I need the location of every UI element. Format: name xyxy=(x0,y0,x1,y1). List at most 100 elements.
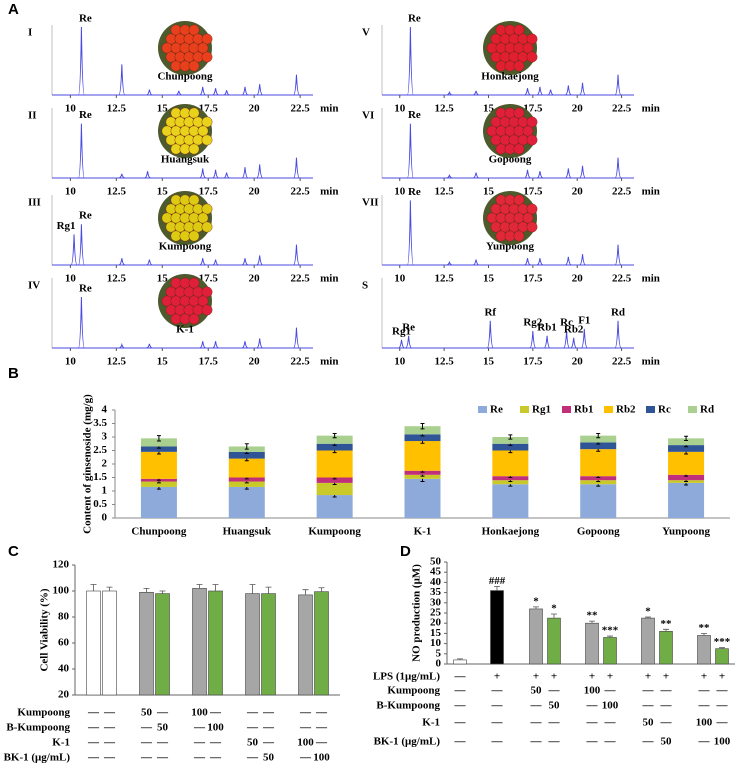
peak xyxy=(212,259,219,266)
peak xyxy=(406,200,414,266)
peak xyxy=(77,26,85,96)
treatment-cell: + xyxy=(589,671,595,683)
berry xyxy=(188,24,200,36)
bar-segment xyxy=(668,451,705,475)
x-tick-label: 15 xyxy=(483,103,495,115)
x-tick-label: 12.5 xyxy=(107,273,127,285)
x-tick-label: 20 xyxy=(572,273,584,285)
berry xyxy=(513,60,525,72)
chromatogram-id: III xyxy=(28,197,41,209)
x-tick-label: 22.5 xyxy=(612,103,632,115)
error-bar xyxy=(645,616,651,619)
peak xyxy=(614,244,622,266)
treatment-cell: 50 xyxy=(247,737,259,749)
x-unit: min xyxy=(642,356,660,368)
peak xyxy=(547,89,554,96)
x-tick-label: 12.5 xyxy=(434,273,454,285)
error-bar xyxy=(596,432,601,439)
bar-segment xyxy=(404,426,441,435)
error-bar xyxy=(719,647,725,649)
significance-label: ** xyxy=(587,610,599,622)
peak-label: Re xyxy=(408,186,421,198)
y-tick-label: 50 xyxy=(430,556,442,568)
peak xyxy=(524,88,531,96)
peak-label: Rf xyxy=(484,306,496,318)
peak xyxy=(406,123,414,179)
treatment-cell: — xyxy=(491,700,504,712)
x-tick-label: 10 xyxy=(65,103,77,115)
peak xyxy=(472,90,480,96)
treatment-cell: — xyxy=(87,707,100,719)
peak xyxy=(199,341,206,349)
error-bar xyxy=(701,633,707,636)
treatment-cell: — xyxy=(156,707,169,719)
x-tick-label: 20 xyxy=(249,103,261,115)
significance-label: ### xyxy=(489,575,506,587)
peak xyxy=(241,341,249,349)
peak xyxy=(118,173,125,179)
bar xyxy=(490,590,504,665)
bar-segment xyxy=(492,437,529,444)
x-tick-label: 12.5 xyxy=(107,356,127,368)
peak xyxy=(223,172,230,179)
peak xyxy=(212,169,219,179)
x-tick-label: 10 xyxy=(65,186,77,198)
treatment-cell: — xyxy=(530,717,543,729)
peak xyxy=(565,168,572,179)
x-tick-label: 10 xyxy=(65,273,77,285)
treatment-cell: — xyxy=(299,752,312,764)
bar-segment xyxy=(316,482,353,496)
bar-segment xyxy=(316,477,353,483)
treatment-cell: — xyxy=(87,737,100,749)
legend-swatch xyxy=(478,406,487,413)
berry xyxy=(513,24,525,36)
treatment-cell: — xyxy=(604,717,617,729)
peak xyxy=(241,86,249,96)
error-bar xyxy=(494,586,500,591)
error-bar xyxy=(302,589,309,595)
peak xyxy=(118,342,125,349)
berry xyxy=(513,143,525,155)
treatment-cell: + xyxy=(551,671,557,683)
treatment-cell: — xyxy=(530,700,543,712)
x-tick-label: Chunpoong xyxy=(131,526,187,538)
error-bar xyxy=(212,584,219,591)
bar-segment xyxy=(316,450,353,478)
error-bar xyxy=(249,584,256,594)
error-bar xyxy=(663,628,669,632)
peak xyxy=(565,85,572,96)
treatment-cell: — xyxy=(193,737,206,749)
peak xyxy=(581,328,588,349)
error-bar xyxy=(457,658,463,660)
y-axis-label: NO production (μM) xyxy=(411,564,423,662)
x-tick-label: 22.5 xyxy=(291,103,311,115)
error-bar xyxy=(159,590,166,594)
x-unit: min xyxy=(642,103,660,115)
sample-name: Yunpoong xyxy=(486,241,534,253)
x-tick-label: 12.5 xyxy=(434,356,454,368)
y-tick-label: 40 xyxy=(58,663,70,675)
y-tick-label: 25 xyxy=(430,607,442,619)
peak-label: Rb2 xyxy=(564,323,584,335)
legend-label: Re xyxy=(490,404,503,416)
bar-segment xyxy=(404,434,441,442)
treatment-cell: — xyxy=(698,700,711,712)
treatment-cell: + xyxy=(701,671,707,683)
error-bar xyxy=(196,584,203,589)
treatment-cell: — xyxy=(103,707,116,719)
y-axis-label: Content of ginsenoside (mg/g) xyxy=(82,394,94,534)
peak xyxy=(77,123,85,179)
bar-segment xyxy=(404,478,441,518)
treatment-cell: — xyxy=(454,717,467,729)
x-tick-label: 10 xyxy=(65,356,77,368)
chromatogram-id: IV xyxy=(28,280,40,292)
bar-segment xyxy=(580,442,617,450)
treatment-cell: — xyxy=(103,752,116,764)
y-tick-label: 5 xyxy=(436,647,442,659)
treatment-cell: 50 xyxy=(531,685,543,697)
peak-label: F1 xyxy=(578,314,590,326)
peak xyxy=(614,320,622,349)
treatment-cell: — xyxy=(87,752,100,764)
peak xyxy=(199,86,206,96)
bar-segment xyxy=(404,441,441,471)
